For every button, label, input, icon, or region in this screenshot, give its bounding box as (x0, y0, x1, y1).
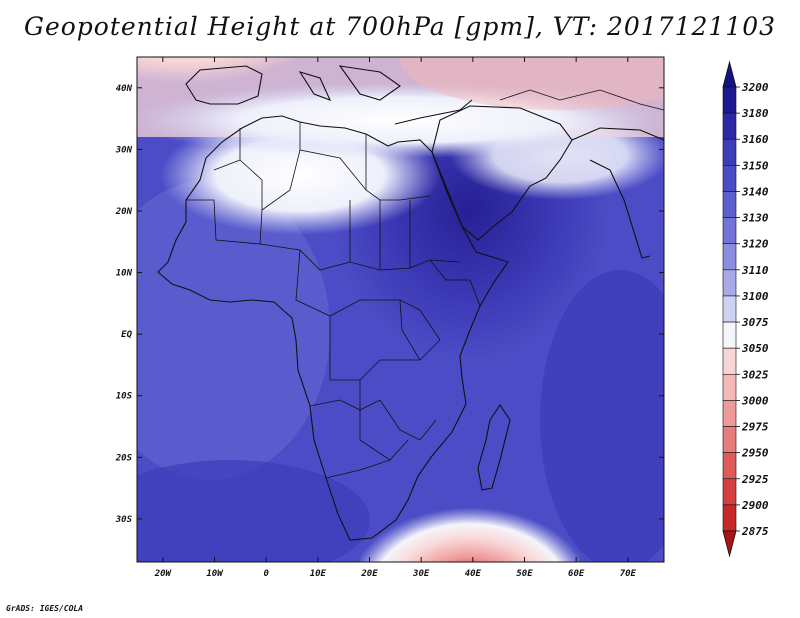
colorbar: 3200 3180 3160 3150 3140 3130 3120 3110 3100 3075… (722, 60, 769, 558)
colorbar-label: 2925 (741, 473, 769, 486)
lat-tick-label: 20S (115, 453, 133, 463)
colorbar-band (722, 426, 737, 453)
colorbar-label: 2900 (741, 499, 769, 512)
colorbar-label: 3120 (741, 238, 769, 251)
colorbar-label: 3000 (741, 394, 769, 407)
lat-tick-label: 20N (115, 207, 133, 217)
colorbar-band (722, 165, 737, 192)
colorbar-bottom-arrow (722, 530, 737, 558)
colorbar-label: 3100 (741, 290, 769, 303)
lon-tick-label: 20E (360, 569, 378, 579)
lon-tick-label: 0 (263, 569, 269, 579)
coastlines (157, 65, 664, 541)
colorbar-label: 3140 (741, 185, 769, 198)
latitude-ticks: 40N 30N 20N 10N EQ 10S 20S 30S (115, 84, 664, 525)
colorbar-band (722, 400, 737, 427)
lon-tick-label: 50E (516, 569, 533, 579)
colorbar-band (722, 347, 737, 375)
colorbar-band (722, 191, 737, 218)
lat-tick-label: 40N (116, 84, 133, 94)
colorbar-band (722, 295, 737, 323)
colorbar-label: 3075 (741, 316, 769, 329)
lon-tick-label: 60E (568, 569, 585, 579)
lon-tick-label: 10W (206, 569, 224, 579)
colorbar-band (722, 138, 737, 166)
colorbar-band (722, 452, 737, 480)
lat-tick-label: 10S (116, 392, 133, 402)
lat-tick-label: 30S (115, 515, 133, 525)
colorbar-label: 3180 (741, 107, 769, 120)
colorbar-band (722, 321, 737, 349)
colorbar-label: 3050 (741, 342, 769, 355)
colorbar-band (722, 86, 737, 114)
lat-tick-label: 10N (116, 269, 133, 279)
colorbar-band (722, 478, 737, 506)
colorbar-label: 3200 (741, 81, 769, 94)
colorbar-label: 3130 (741, 212, 769, 225)
colorbar-label: 3025 (741, 368, 769, 381)
colorbar-label: 2975 (741, 421, 769, 434)
colorbar-label: 2875 (741, 525, 769, 538)
map-title: Geopotential Height at 700hPa [gpm], VT:… (23, 12, 777, 41)
colorbar-band (722, 217, 737, 245)
colorbar-band (722, 373, 737, 401)
colorbar-label: 2950 (741, 447, 769, 460)
credit-label: GrADS: IGES/COLA (6, 604, 84, 613)
colorbar-label: 3160 (741, 133, 769, 146)
colorbar-band (722, 504, 737, 532)
lat-tick-label: EQ (121, 330, 132, 340)
lon-tick-label: 20W (154, 569, 173, 579)
colorbar-label: 3150 (741, 159, 769, 172)
lon-tick-label: 30E (412, 569, 430, 579)
country-borders (186, 89, 664, 479)
colorbar-top-arrow (722, 60, 737, 88)
colorbar-band (722, 243, 737, 271)
colorbar-band (722, 269, 737, 297)
lon-tick-label: 10E (310, 569, 327, 579)
geopotential-field (137, 57, 664, 562)
lat-tick-label: 30N (115, 145, 133, 155)
colorbar-label: 3110 (741, 264, 769, 277)
colorbar-band (722, 112, 737, 140)
lon-tick-label: 40E (465, 569, 482, 579)
map-frame (136, 56, 665, 563)
longitude-ticks: 20W 10W 0 10E 20E 30E 40E 50E 60E 70E (154, 57, 637, 579)
lon-tick-label: 70E (620, 569, 637, 579)
